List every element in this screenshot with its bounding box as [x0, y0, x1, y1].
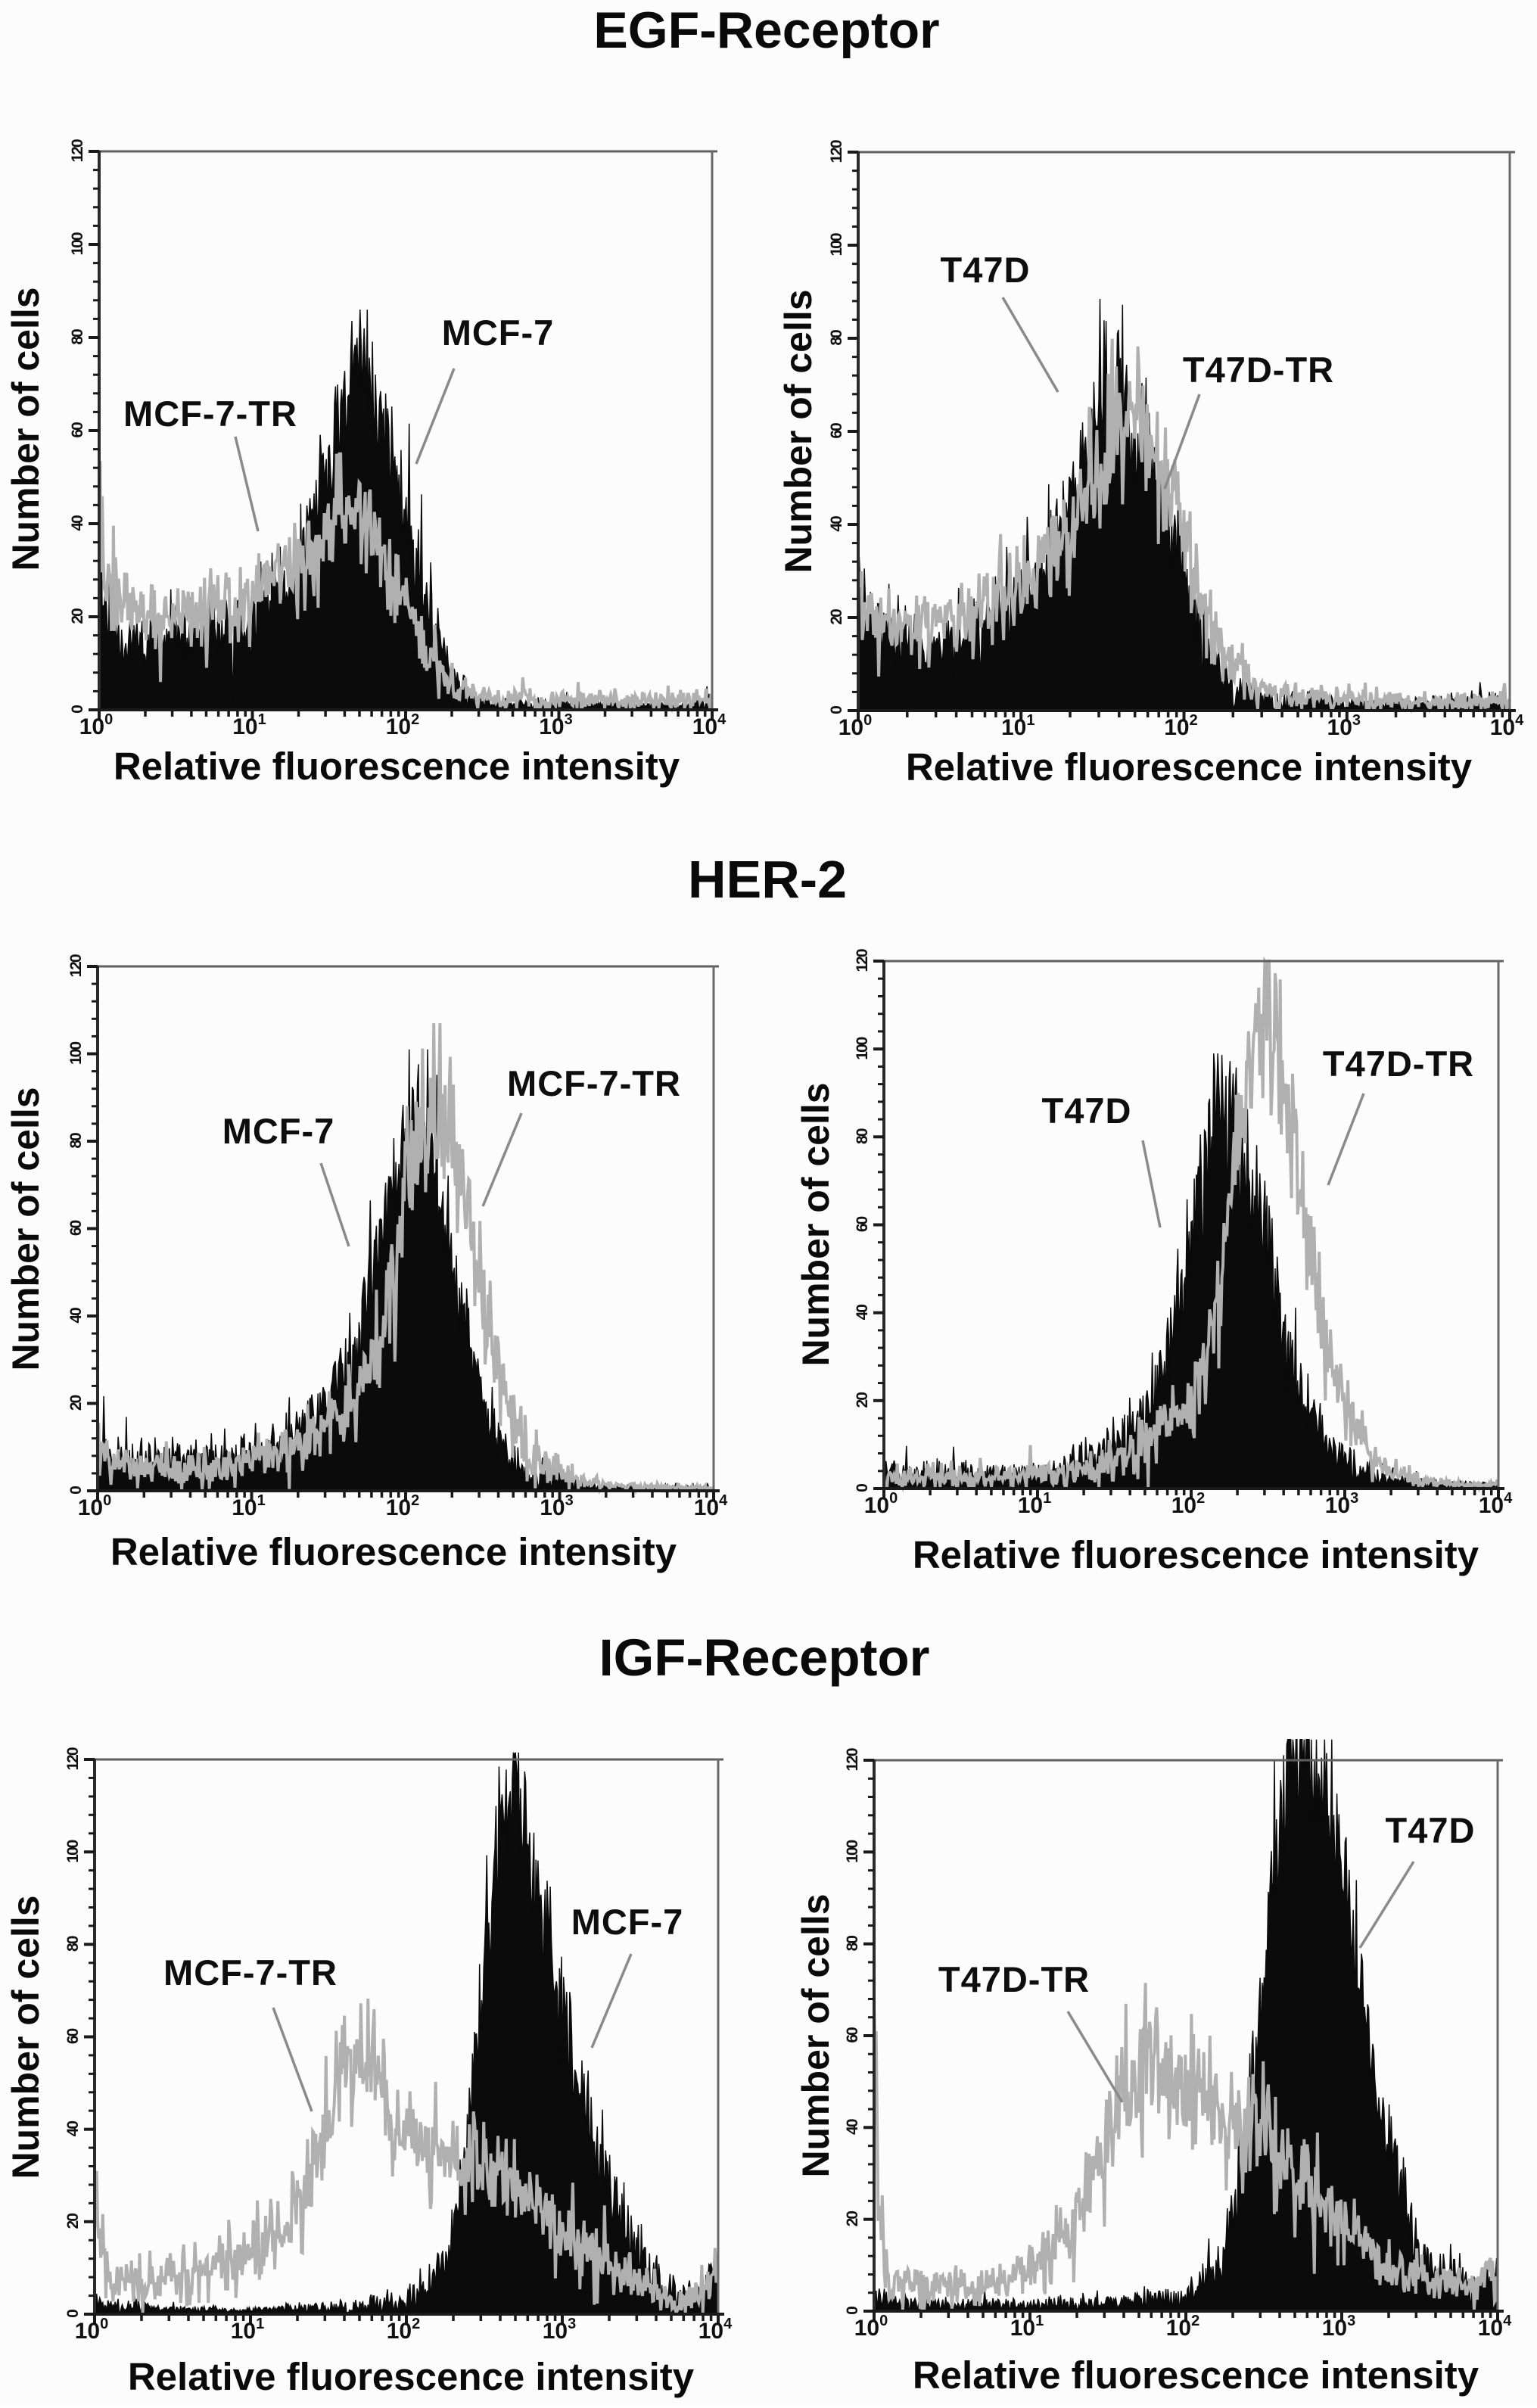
svg-text:0: 0	[64, 2310, 82, 2318]
svg-text:60: 60	[854, 1217, 871, 1233]
svg-text:60: 60	[67, 1221, 85, 1237]
svg-text:120: 120	[64, 1747, 82, 1770]
svg-text:80: 80	[64, 1936, 82, 1952]
svg-text:T47D-TR: T47D-TR	[1323, 1044, 1474, 1084]
svg-text:100: 100	[64, 1840, 82, 1862]
svg-text:20: 20	[64, 2214, 82, 2229]
svg-text:T47D-TR: T47D-TR	[1183, 350, 1334, 390]
svg-text:T47D-TR: T47D-TR	[938, 1959, 1090, 1999]
svg-text:100: 100	[67, 1042, 85, 1065]
svg-text:40: 40	[828, 516, 845, 532]
svg-text:IGF-Receptor: IGF-Receptor	[599, 1629, 929, 1687]
svg-text:Number of cells: Number of cells	[5, 1087, 47, 1370]
svg-text:80: 80	[844, 1936, 861, 1952]
svg-text:Relative fluorescence intensit: Relative fluorescence intensity	[906, 745, 1473, 789]
svg-text:100: 100	[69, 232, 86, 255]
svg-text:40: 40	[854, 1305, 871, 1321]
svg-text:20: 20	[67, 1395, 85, 1411]
svg-text:0: 0	[844, 2307, 861, 2315]
svg-text:Number of cells: Number of cells	[5, 1895, 47, 2179]
svg-text:0: 0	[828, 706, 845, 714]
svg-text:20: 20	[854, 1392, 871, 1408]
svg-text:Number of cells: Number of cells	[5, 287, 47, 571]
svg-text:0: 0	[854, 1484, 871, 1492]
svg-text:MCF-7-TR: MCF-7-TR	[123, 394, 297, 434]
svg-text:104: 104	[694, 1492, 728, 1520]
svg-text:MCF-7: MCF-7	[442, 313, 555, 353]
svg-text:40: 40	[64, 2121, 82, 2137]
svg-text:100: 100	[828, 233, 845, 256]
svg-text:60: 60	[828, 423, 845, 439]
svg-text:100: 100	[854, 1037, 871, 1059]
svg-text:80: 80	[854, 1128, 871, 1144]
svg-text:120: 120	[828, 140, 845, 163]
svg-text:120: 120	[844, 1748, 861, 1771]
svg-text:101: 101	[1018, 1490, 1052, 1518]
svg-text:T47D: T47D	[941, 250, 1031, 290]
svg-text:40: 40	[67, 1308, 85, 1324]
svg-text:120: 120	[67, 954, 85, 977]
svg-text:HER-2: HER-2	[688, 850, 847, 909]
svg-text:EGF-Receptor: EGF-Receptor	[593, 2, 939, 59]
svg-text:Relative fluorescence intensit: Relative fluorescence intensity	[110, 1530, 677, 1573]
svg-text:MCF-7-TR: MCF-7-TR	[163, 1952, 338, 1993]
svg-text:60: 60	[64, 2029, 82, 2045]
svg-text:Relative fluorescence intensit: Relative fluorescence intensity	[128, 2355, 695, 2398]
svg-text:Relative fluorescence intensit: Relative fluorescence intensity	[913, 1533, 1479, 1576]
svg-text:80: 80	[67, 1133, 85, 1149]
svg-text:MCF-7-TR: MCF-7-TR	[507, 1063, 681, 1103]
svg-text:100: 100	[844, 1840, 861, 1862]
svg-text:60: 60	[844, 2027, 861, 2043]
svg-text:0: 0	[67, 1486, 85, 1495]
svg-text:20: 20	[844, 2211, 861, 2227]
svg-text:100: 100	[854, 2313, 888, 2341]
svg-text:T47D: T47D	[1386, 1810, 1476, 1850]
svg-text:Number of cells: Number of cells	[777, 289, 820, 573]
svg-text:Number of cells: Number of cells	[795, 1893, 837, 2177]
svg-text:104: 104	[1479, 1490, 1513, 1518]
svg-text:120: 120	[69, 139, 86, 162]
svg-text:40: 40	[844, 2119, 861, 2135]
svg-text:Number of cells: Number of cells	[795, 1082, 837, 1366]
svg-text:60: 60	[69, 422, 86, 438]
svg-text:120: 120	[854, 949, 871, 972]
svg-text:T47D: T47D	[1042, 1090, 1132, 1131]
svg-text:40: 40	[69, 515, 86, 531]
svg-text:Relative fluorescence intensit: Relative fluorescence intensity	[114, 745, 680, 788]
svg-text:104: 104	[692, 711, 726, 739]
svg-text:0: 0	[69, 705, 86, 714]
svg-text:20: 20	[69, 608, 86, 624]
svg-text:MCF-7: MCF-7	[571, 1902, 684, 1942]
svg-text:MCF-7: MCF-7	[222, 1111, 335, 1151]
svg-text:20: 20	[828, 609, 845, 625]
svg-text:80: 80	[69, 329, 86, 345]
svg-text:80: 80	[828, 330, 845, 346]
svg-text:Relative fluorescence intensit: Relative fluorescence intensity	[913, 2354, 1479, 2397]
